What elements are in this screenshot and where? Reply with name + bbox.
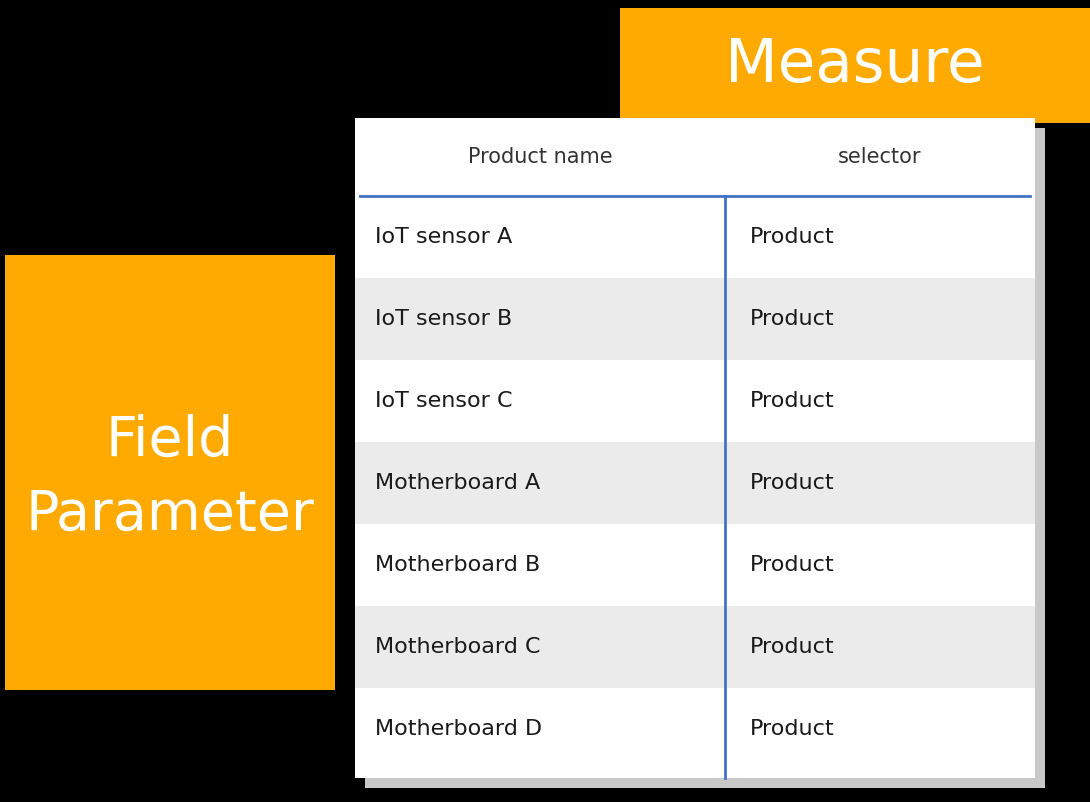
FancyBboxPatch shape	[365, 128, 1045, 788]
FancyBboxPatch shape	[5, 255, 335, 690]
Text: Field: Field	[106, 414, 234, 468]
Text: Product: Product	[750, 719, 835, 739]
FancyBboxPatch shape	[355, 278, 1036, 360]
Text: IoT sensor A: IoT sensor A	[375, 227, 512, 247]
Text: Product: Product	[750, 309, 835, 329]
Text: Motherboard B: Motherboard B	[375, 555, 541, 575]
Text: Measure: Measure	[725, 36, 984, 95]
Text: Product: Product	[750, 391, 835, 411]
Text: Product: Product	[750, 555, 835, 575]
Text: Parameter: Parameter	[25, 488, 314, 541]
Text: Product: Product	[750, 473, 835, 493]
Text: selector: selector	[838, 147, 922, 167]
Text: Product: Product	[750, 637, 835, 657]
Text: Motherboard A: Motherboard A	[375, 473, 541, 493]
Text: IoT sensor B: IoT sensor B	[375, 309, 512, 329]
FancyBboxPatch shape	[620, 8, 1090, 123]
Text: Product: Product	[750, 227, 835, 247]
Text: Motherboard C: Motherboard C	[375, 637, 541, 657]
FancyBboxPatch shape	[355, 442, 1036, 524]
Text: IoT sensor C: IoT sensor C	[375, 391, 512, 411]
FancyBboxPatch shape	[355, 606, 1036, 688]
Text: Motherboard D: Motherboard D	[375, 719, 542, 739]
Text: Product name: Product name	[468, 147, 613, 167]
FancyBboxPatch shape	[355, 118, 1036, 778]
